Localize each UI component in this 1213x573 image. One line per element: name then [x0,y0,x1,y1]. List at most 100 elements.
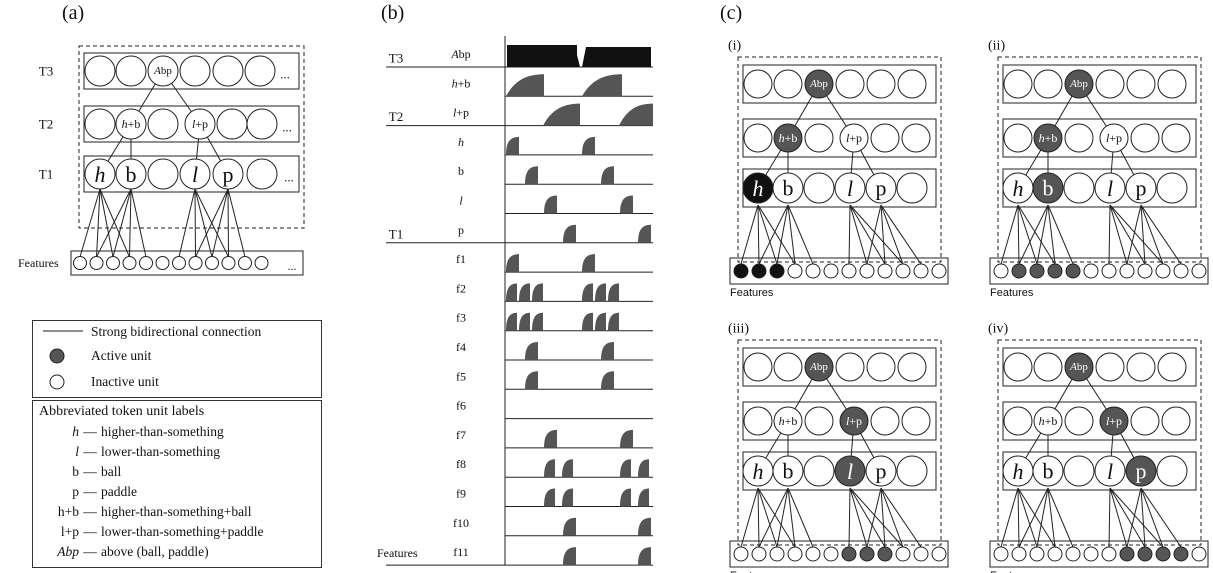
abbr-row-abp: Abp — above (ball, paddle) [49,544,208,560]
feature-unit [787,263,803,279]
activation-pulse [532,312,543,331]
unit-circle [246,108,278,140]
feature-unit [877,546,893,562]
connection-line [757,204,778,265]
activation-pulse [595,312,606,331]
row-label-p: p [458,223,464,237]
connection-line [1109,204,1128,265]
connection-line [79,188,101,258]
feature-unit [1119,546,1135,562]
timeline-tier-t1: T1 [389,226,403,241]
connection-line [1109,204,1146,265]
abbr-row-l: l — lower-than-something [49,444,220,460]
subpanel-label: (ii) [988,39,1005,54]
connection-line [1140,487,1164,548]
unit-label-higher: h [95,162,106,187]
unit-circle [1003,406,1033,436]
activation-pulse [619,103,653,126]
connection-line [849,487,904,548]
unit-label-hb: h+b [1039,131,1058,145]
subpanel-3: (iii) Features Abp h+b l+p hb lp [728,322,949,573]
unit-circle [870,406,900,436]
unit-label-abp: Abp [809,361,828,373]
abbr-desc: higher-than-something [101,424,224,439]
unit-label-paddle: p [223,162,234,187]
feature-unit [1083,546,1099,562]
feature-unit [1029,546,1045,562]
unit-circle [1095,352,1125,382]
connection-line [1036,487,1049,548]
activation-pulse [608,283,619,302]
feature-unit [993,546,1009,562]
unit-label-abp: Abp [1069,361,1088,373]
connection-line [96,188,101,258]
unit-abp [804,69,834,99]
unit-label-lower: l [1107,176,1113,201]
unit-label-abp: Abp [809,78,828,90]
feature-unit [73,256,87,270]
connection-line [757,204,796,265]
row-label-b: b [458,164,464,178]
activation-pulse [506,254,519,273]
unit-circle [803,172,835,204]
features-row-box [989,540,1209,568]
activation-pulse [544,488,555,507]
activation-pulse [638,459,649,478]
subpanel-dashed-box [997,339,1202,546]
abbr-key: p [72,484,79,499]
connection-line [880,487,904,548]
unit-abp [804,352,834,382]
unit-lp [839,406,869,436]
subpanel-dashed-box [737,56,942,263]
feature-unit [205,256,219,270]
activation-pulse [638,224,651,243]
row-label-f6: f6 [456,399,466,413]
feature-unit [1101,263,1117,279]
feature-unit [993,263,1009,279]
unit-hb [1033,123,1063,153]
connection-line [129,188,132,258]
tier-row-box [742,347,937,387]
activation-pulse [582,47,651,67]
feature-unit [221,256,236,270]
activation-pulse [506,283,517,302]
ellipsis: ... [282,120,292,135]
feature-unit [172,256,186,270]
feature-unit [859,263,875,279]
abbr-row-lp: l+p — lower-than-something+paddle [49,524,264,540]
unit-circle [866,352,896,382]
unit-circle [244,55,276,87]
unit-label-lp: l+p [846,414,862,428]
activation-pulse [620,488,631,507]
feature-unit [188,256,203,270]
unit-label-higher: h [753,459,764,484]
feature-unit [823,546,839,562]
activation-pulse [562,488,573,507]
unit-circle [1033,352,1063,382]
connection-line [1047,204,1056,265]
unit-circle [804,123,834,153]
unit-circle [1156,455,1188,487]
feature-unit [805,546,821,562]
connection-line [1017,204,1038,265]
abbr-row-p: p — paddle [49,484,137,500]
feature-unit [913,263,929,279]
connection-line [1000,204,1019,265]
tier-row-box [1002,118,1197,158]
unit-label-abp: Abp [1069,78,1088,90]
row-label-h: h [458,135,464,149]
subpanel-2: (ii) Features Abp h+b l+p h b l p [988,39,1209,299]
feature-unit [1137,263,1153,279]
tier-row-box [1002,401,1197,441]
feature-unit [877,263,893,279]
feature-unit [751,263,767,279]
subpanel-label: (i) [728,39,742,54]
feature-unit [155,256,170,270]
activation-pulse [601,166,614,185]
connection-line [880,487,922,548]
activation-pulse [620,459,631,478]
feature-unit [895,263,911,279]
legend-active-label: Active unit [91,348,152,363]
feature-unit [913,546,929,562]
tier-row-box [742,401,937,441]
